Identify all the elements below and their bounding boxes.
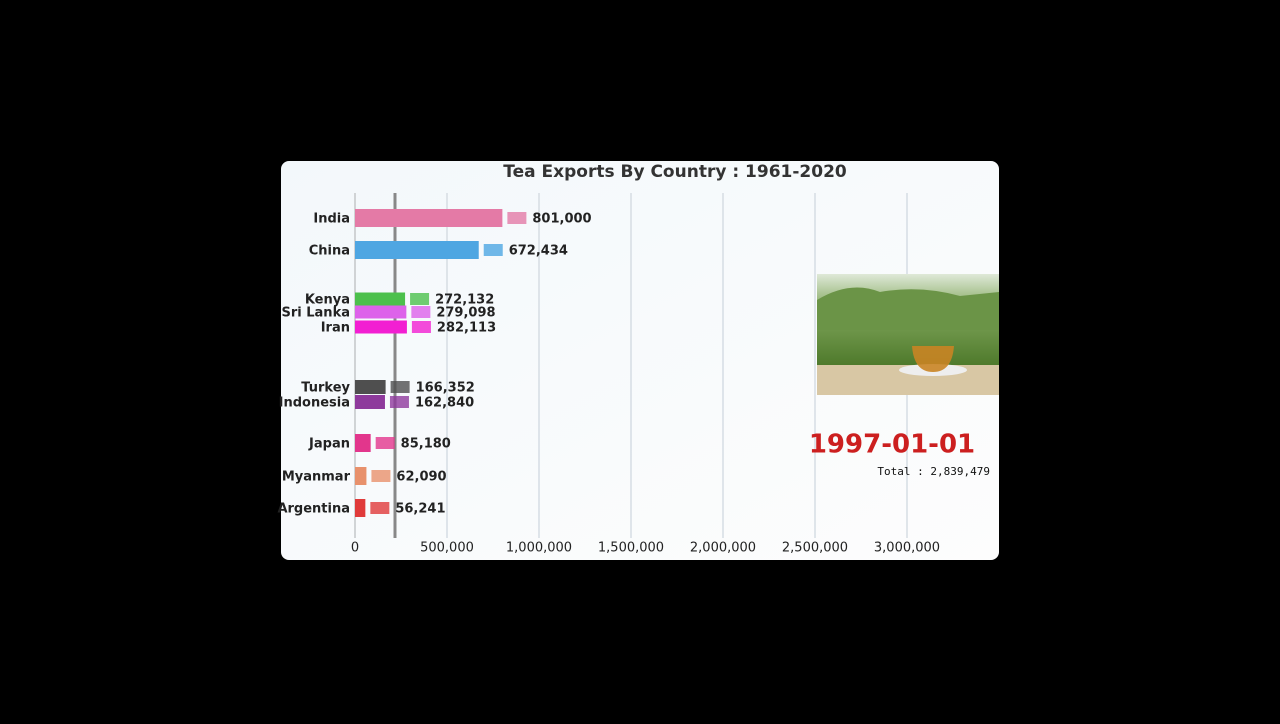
flag (375, 437, 395, 449)
x-tick-label: 0 (351, 541, 359, 556)
bar (355, 467, 367, 485)
bar (355, 434, 371, 452)
x-tick-label: 2,000,000 (690, 541, 756, 556)
flag (389, 396, 409, 408)
x-tick-label: 1,500,000 (598, 541, 664, 556)
y-tick-label: Argentina (277, 502, 350, 517)
y-tick-label: Sri Lanka (282, 306, 351, 321)
bar (355, 305, 407, 319)
value-label: 282,113 (437, 321, 496, 336)
bar (355, 209, 503, 227)
flag (390, 381, 410, 393)
plot: 0 500,000 1,000,000 1,500,000 2,000,000 2,500… (277, 193, 940, 556)
y-tick-label: Turkey (301, 381, 350, 396)
bar (355, 499, 366, 517)
total-label: Total : 2,839,479 (877, 465, 990, 478)
flag (410, 293, 430, 305)
flag (507, 212, 527, 224)
panel (281, 161, 999, 560)
bar (355, 380, 386, 394)
value-label: 672,434 (509, 244, 568, 259)
y-tick-label: Kenya (305, 293, 350, 308)
bar (355, 395, 385, 409)
y-tick-label: Iran (321, 321, 350, 336)
y-tick-label: China (309, 244, 350, 259)
bar (355, 241, 479, 259)
x-tick-label: 2,500,000 (782, 541, 848, 556)
value-label: 272,132 (435, 293, 494, 308)
flag (483, 244, 503, 256)
value-label: 162,840 (415, 396, 474, 411)
x-tick-label: 500,000 (420, 541, 474, 556)
flag (411, 306, 431, 318)
y-tick-label: Myanmar (282, 470, 351, 485)
value-label: 279,098 (436, 306, 495, 321)
value-label: 62,090 (396, 470, 446, 485)
flag (370, 502, 390, 514)
value-label: 85,180 (401, 437, 451, 452)
flag (411, 321, 431, 333)
photo (817, 274, 999, 395)
x-tick-label: 1,000,000 (506, 541, 572, 556)
y-tick-label: Indonesia (279, 396, 350, 411)
y-tick-label: India (313, 212, 350, 227)
value-label: 56,241 (395, 502, 445, 517)
value-label: 801,000 (532, 212, 591, 227)
value-label: 166,352 (416, 381, 475, 396)
x-tick-label: 3,000,000 (874, 541, 940, 556)
flag (371, 470, 391, 482)
chart-title: Tea Exports By Country : 1961-2020 (503, 162, 847, 182)
y-tick-label: Japan (308, 437, 350, 452)
bar (355, 320, 407, 334)
date-label: 1997-01-01 (809, 430, 975, 460)
bar (355, 292, 406, 306)
